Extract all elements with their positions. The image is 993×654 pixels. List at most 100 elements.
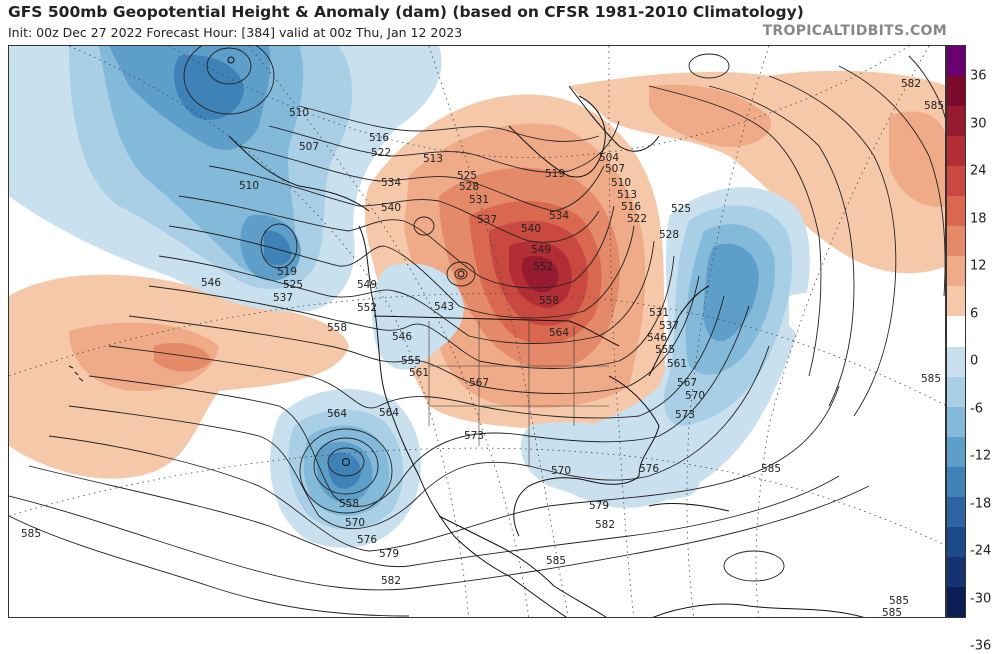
contour-label: 573 [464, 430, 484, 442]
contour-label: 510 [611, 177, 631, 189]
contour-label: 516 [369, 132, 389, 144]
colorbar-tick-label: 0 [970, 353, 979, 369]
anomaly-map: 510 507 510 516 522 513 534 525 528 531 … [9, 46, 945, 618]
colorbar-segment [947, 196, 965, 227]
height-contour [128, 275, 700, 394]
colorbar-tick-label: 18 [970, 211, 987, 227]
colorbar-tick-label: -30 [970, 591, 992, 607]
colorbar-tick-label: -12 [970, 448, 992, 464]
height-contour [178, 195, 615, 289]
colorbar-tick-label: 30 [970, 116, 987, 132]
south-america-coastline [652, 603, 864, 617]
contour-label: 546 [201, 277, 221, 289]
contour-label: 558 [339, 498, 359, 510]
contour-label: 528 [459, 181, 479, 193]
colorbar-tick-label: -24 [970, 543, 992, 559]
positive-anomaly-region [69, 322, 219, 391]
contour-label: 555 [401, 355, 421, 367]
contour-label: 555 [655, 344, 675, 356]
height-contour [168, 225, 635, 319]
positive-anomaly-region [649, 84, 771, 147]
contour-label: 507 [605, 163, 625, 175]
contour-label: 579 [379, 548, 399, 560]
contour-label: 585 [882, 607, 902, 618]
height-contour [454, 268, 468, 280]
contour-label: 537 [659, 320, 679, 332]
colorbar-tick-label: -36 [970, 638, 992, 654]
height-contour [838, 65, 945, 297]
contour-label: 546 [647, 332, 667, 344]
north-america-coastline [648, 285, 710, 377]
contour-label: 519 [277, 266, 297, 278]
contour-label: 564 [379, 407, 399, 419]
contour-label: 522 [371, 147, 391, 159]
colorbar-segment [947, 466, 965, 498]
contour-label: 549 [531, 244, 551, 256]
positive-anomaly-region [154, 342, 211, 372]
contour-label: 570 [345, 517, 365, 529]
height-contour [708, 85, 855, 407]
height-contour [9, 485, 870, 591]
colorbar-segment [947, 316, 965, 348]
height-contour [108, 295, 725, 419]
contour-label: 561 [667, 358, 687, 370]
colorbar-segment [947, 286, 965, 317]
height-contour [327, 447, 365, 477]
contour-label: 504 [599, 152, 619, 164]
coastline-layer [68, 85, 864, 617]
contour-label: 585 [546, 555, 566, 567]
colorbar-segment [947, 406, 965, 438]
height-contour [208, 165, 600, 243]
height-contour [158, 240, 655, 344]
contour-label: 561 [409, 367, 429, 379]
height-contour [299, 428, 393, 514]
contour-label: 549 [357, 279, 377, 291]
height-contour [28, 465, 840, 568]
height-contour-layer [9, 46, 945, 617]
contour-label: 534 [549, 210, 569, 222]
height-contour [260, 223, 298, 269]
greenland-coastline [568, 85, 660, 152]
colorbar-segment [947, 46, 965, 77]
negative-anomaly-region [174, 55, 244, 120]
contour-label: 573 [675, 409, 695, 421]
north-america-coastline [358, 225, 567, 617]
contour-label: 582 [901, 78, 921, 90]
height-contour [88, 305, 750, 507]
height-contour [268, 120, 620, 173]
colorbar-segment [947, 436, 965, 468]
contour-label-layer: 510 507 510 516 522 513 534 525 528 531 … [21, 78, 944, 618]
contour-label: 522 [627, 213, 647, 225]
height-contour [313, 437, 379, 495]
contour-label: 519 [545, 168, 565, 180]
contour-label: 510 [239, 180, 259, 192]
map-panel: 510 507 510 516 522 513 534 525 528 531 … [8, 45, 946, 618]
contour-label: 552 [357, 302, 377, 314]
colorbar-segment [947, 226, 965, 257]
north-america-coastline [513, 375, 660, 537]
height-contour [446, 261, 476, 287]
height-contour [68, 345, 770, 530]
brand-watermark: TROPICALTIDBITS.COM [762, 23, 947, 39]
latlon-grid [9, 46, 945, 617]
mexico-coastline [438, 515, 607, 617]
colorbar-segment [947, 556, 965, 588]
contour-label: 570 [551, 465, 571, 477]
contour-label: 582 [595, 519, 615, 531]
height-contour [648, 85, 822, 377]
height-contour [688, 53, 730, 79]
contour-label: 558 [539, 295, 559, 307]
anomaly-fill-layer [9, 46, 945, 548]
hudson-bay-coastline [508, 95, 606, 178]
colorbar-tick-label: 12 [970, 258, 987, 274]
contour-label: 582 [381, 575, 401, 587]
colorbar-segment [947, 526, 965, 558]
positive-anomaly-region [521, 256, 559, 293]
colorbar-segment [947, 106, 965, 137]
contour-label: 507 [299, 141, 319, 153]
height-contour [206, 47, 252, 85]
low-center-marker [227, 56, 465, 466]
height-contour [723, 550, 785, 582]
contour-label: 537 [477, 214, 497, 226]
contour-label: 585 [761, 463, 781, 475]
